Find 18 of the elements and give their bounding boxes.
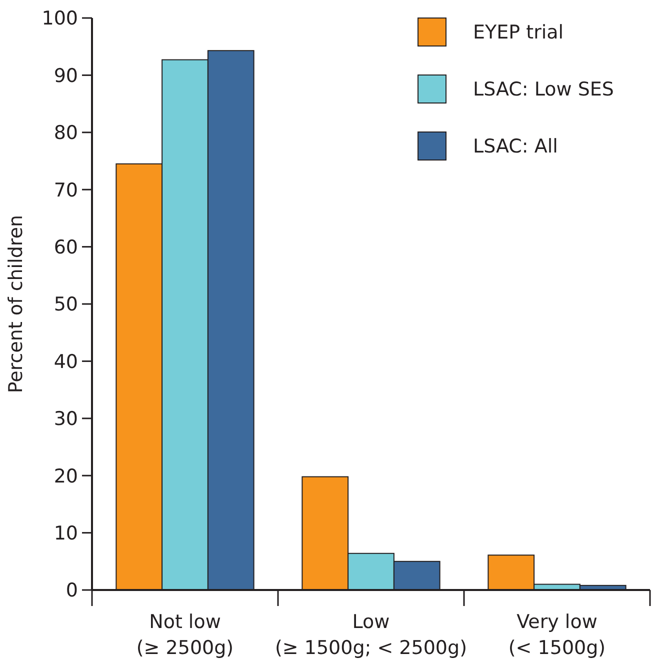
y-axis-title: Percent of children	[5, 214, 27, 394]
x-tick-label: Very low (< 1500g)	[508, 611, 606, 659]
y-tick-label: 0	[66, 580, 78, 602]
legend-label: EYEP trial	[473, 22, 564, 44]
y-tick-label: 20	[54, 465, 78, 488]
y-tick-label: 80	[54, 122, 78, 144]
y-tick-label: 90	[54, 64, 78, 87]
y-tick-label: 100	[42, 8, 78, 30]
y-tick-label: 50	[54, 294, 78, 316]
legend-label: LSAC: All	[473, 136, 558, 158]
x-tick-label: Not low (≥ 2500g)	[136, 611, 234, 659]
legend-label: LSAC: Low SES	[473, 78, 614, 101]
y-tick-label: 60	[54, 236, 78, 258]
y-tick-label: 40	[54, 350, 78, 373]
y-tick-label: 30	[54, 408, 78, 430]
y-tick-label: 70	[54, 179, 78, 202]
x-tick-label: Low (≥ 1500g; < 2500g)	[274, 611, 468, 659]
y-tick-label: 10	[54, 522, 78, 544]
